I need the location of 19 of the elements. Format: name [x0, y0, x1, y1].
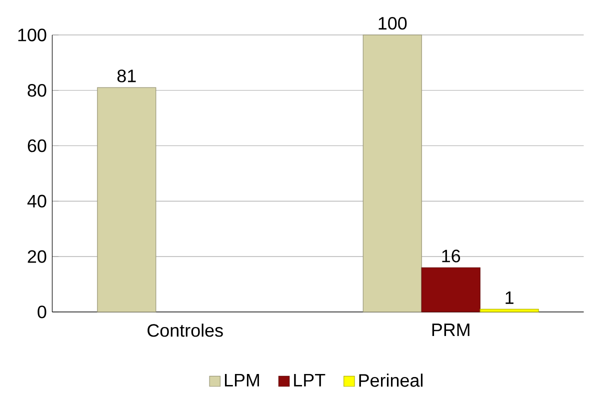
legend-label: Perineal	[359, 374, 423, 387]
data-label: 81	[117, 70, 136, 82]
y-tick-label: 80	[28, 84, 46, 97]
legend-label: LPT	[294, 374, 326, 386]
data-label: 100	[378, 17, 407, 30]
y-tick-label: 40	[27, 194, 46, 208]
x-tick-label: Controles	[148, 324, 223, 337]
y-tick-label: 100	[18, 28, 46, 42]
y-tick-label: 20	[28, 250, 46, 263]
legend-label: LPM	[224, 374, 259, 386]
y-tick-label: 0	[38, 306, 46, 318]
data-label: 1	[506, 292, 514, 304]
bar	[362, 34, 422, 312]
bar	[480, 308, 539, 312]
x-tick-label: PRM	[432, 324, 470, 336]
bar	[421, 267, 480, 312]
data-label: 16	[442, 250, 460, 262]
bar	[97, 87, 156, 312]
y-tick-label: 60	[28, 139, 46, 152]
